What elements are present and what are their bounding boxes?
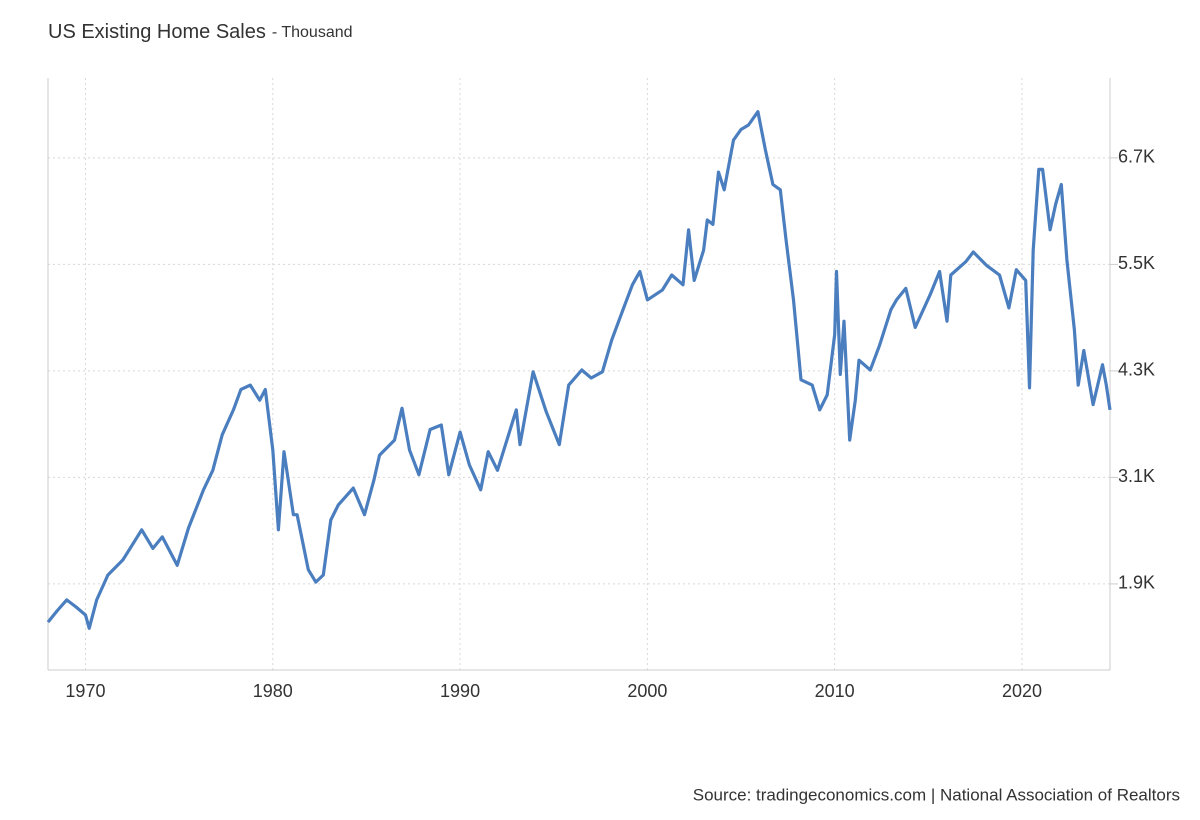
x-tick-label: 2010: [815, 681, 855, 701]
x-tick-label: 1980: [253, 681, 293, 701]
x-tick-label: 2000: [627, 681, 667, 701]
x-tick-label: 2020: [1002, 681, 1042, 701]
source: Source: tradingeconomics.com | National …: [693, 785, 1180, 804]
y-tick-label: 5.5K: [1118, 253, 1155, 273]
x-tick-label: 1970: [65, 681, 105, 701]
y-tick-label: 1.9K: [1118, 573, 1155, 593]
y-tick-label: 4.3K: [1118, 360, 1155, 380]
y-tick-label: 3.1K: [1118, 466, 1155, 486]
x-tick-label: 1990: [440, 681, 480, 701]
series-line: [46, 110, 1112, 630]
y-tick-label: 6.7K: [1118, 147, 1155, 167]
subtitle: - Thousand: [272, 24, 353, 41]
title: US Existing Home Sales: [48, 21, 266, 43]
chart-title: US Existing Home Sales - Thousand: [48, 21, 353, 43]
